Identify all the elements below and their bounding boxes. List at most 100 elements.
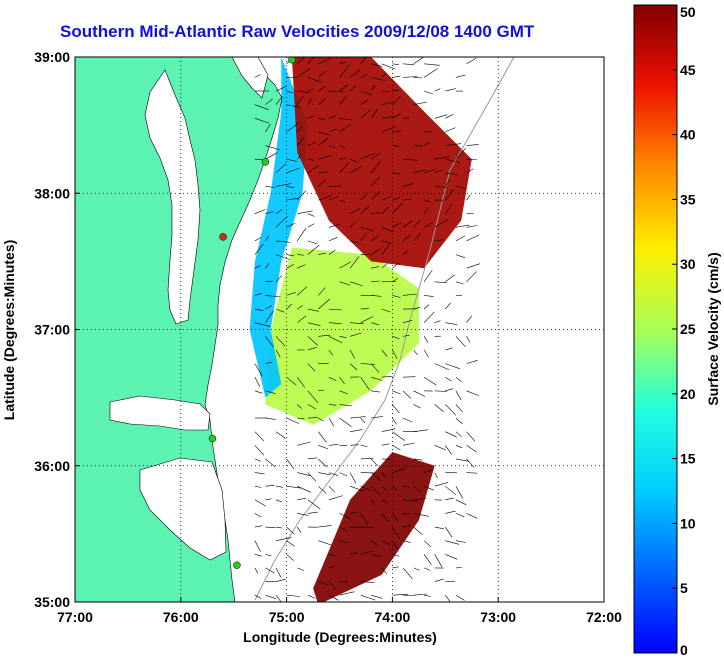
velocity-arrow [254, 472, 265, 475]
velocity-arrow [402, 485, 410, 488]
velocity-arrow [381, 540, 391, 545]
velocity-arrow [360, 308, 369, 310]
velocity-arrow [445, 526, 453, 538]
velocity-arrow [402, 417, 413, 423]
velocity-arrow [445, 127, 456, 133]
velocity-arrow [318, 472, 331, 476]
velocity-arrow [402, 250, 409, 255]
velocity-arrow [381, 63, 396, 70]
velocity-arrow [275, 578, 286, 582]
velocity-arrow [318, 445, 329, 450]
y-tick-label: 37:00 [34, 322, 70, 338]
velocity-arrow [381, 240, 392, 244]
velocity-arrow [339, 513, 351, 519]
velocity-arrow [350, 552, 358, 555]
velocity-arrow [286, 254, 295, 257]
velocity-arrow [275, 96, 283, 105]
velocity-arrow [318, 389, 325, 392]
velocity-arrow [254, 209, 266, 214]
velocity-arrow [254, 594, 262, 599]
velocity-arrow [286, 167, 301, 174]
velocity-arrow [318, 581, 329, 586]
velocity-arrow [445, 302, 451, 310]
velocity-arrow [434, 239, 444, 242]
velocity-arrow [275, 349, 281, 358]
velocity-arrow [381, 472, 387, 479]
velocity-arrow [402, 234, 411, 242]
velocity-arrow [392, 445, 401, 451]
colorbar-tick-label: 5 [680, 580, 688, 596]
velocity-arrow [297, 497, 307, 501]
velocity-arrow [297, 417, 305, 420]
velocity-arrow [413, 349, 418, 355]
velocity-arrow [424, 199, 431, 203]
velocity-arrow [445, 322, 458, 325]
velocity-arrows [254, 57, 480, 602]
velocity-arrow [434, 554, 443, 568]
velocity-arrow [328, 472, 339, 476]
velocity-arrow [423, 68, 438, 78]
field-region-offshore-north [291, 57, 472, 269]
velocity-arrow [328, 249, 336, 255]
velocity-arrow [381, 513, 389, 522]
velocity-arrow [265, 567, 275, 574]
velocity-arrow [318, 431, 327, 443]
velocity-arrow [286, 197, 299, 201]
velocity-arrow [360, 227, 374, 232]
velocity-arrow [360, 205, 370, 214]
velocity-arrow [265, 361, 273, 364]
velocity-arrow [339, 377, 345, 384]
velocity-arrow [286, 458, 295, 470]
velocity-arrow [339, 281, 351, 286]
velocity-arrow [307, 244, 320, 255]
velocity-arrow [349, 208, 361, 214]
velocity-arrow [307, 594, 316, 599]
velocity-arrow [296, 404, 302, 409]
velocity-arrow [392, 566, 399, 569]
velocity-arrow [423, 269, 433, 282]
velocity-arrow [265, 526, 276, 528]
velocity-arrow [307, 88, 314, 92]
velocity-arrow [392, 63, 399, 65]
velocity-arrow [434, 526, 444, 530]
velocity-arrow [339, 157, 346, 160]
velocity-arrow [455, 74, 466, 78]
velocity-arrow [296, 125, 303, 133]
velocity-arrow [434, 320, 441, 323]
velocity-arrow [434, 404, 444, 412]
velocity-arrow [466, 431, 476, 442]
velocity-arrow [296, 227, 307, 242]
velocity-arrow [297, 264, 306, 269]
colorbar-tick-label: 35 [680, 191, 696, 207]
velocity-arrow [423, 304, 430, 310]
velocity-arrow [339, 591, 355, 596]
velocity-arrow [286, 104, 300, 108]
velocity-arrow [466, 472, 478, 474]
velocity-arrow [445, 179, 450, 187]
chart-title: Southern Mid-Atlantic Raw Velocities 200… [60, 22, 535, 41]
velocity-arrow [434, 482, 449, 487]
velocity-arrow [445, 114, 454, 119]
velocity-arrow [318, 540, 333, 546]
velocity-arrow [392, 404, 400, 414]
velocity-arrow [339, 336, 347, 338]
velocity-arrow [360, 99, 369, 105]
x-axis-label: Longitude (Degrees:Minutes) [243, 629, 437, 645]
colorbar-tick-label: 45 [680, 62, 696, 78]
velocity-arrow [318, 155, 332, 160]
radar-station-marker [288, 57, 296, 64]
velocity-arrow [392, 540, 399, 551]
velocity-arrow [371, 322, 379, 326]
delaware-bay [231, 57, 269, 99]
velocity-arrow [392, 390, 401, 395]
velocity-arrow [370, 84, 376, 92]
velocity-arrow [307, 322, 321, 326]
velocity-arrow [455, 224, 470, 228]
velocity-arrow [275, 336, 286, 347]
velocity-arrow [328, 223, 341, 228]
velocity-arrow [286, 540, 295, 547]
velocity-arrow [445, 204, 453, 214]
velocity-arrow [381, 227, 394, 233]
velocity-arrow [318, 298, 331, 310]
velocity-arrow [402, 525, 412, 528]
